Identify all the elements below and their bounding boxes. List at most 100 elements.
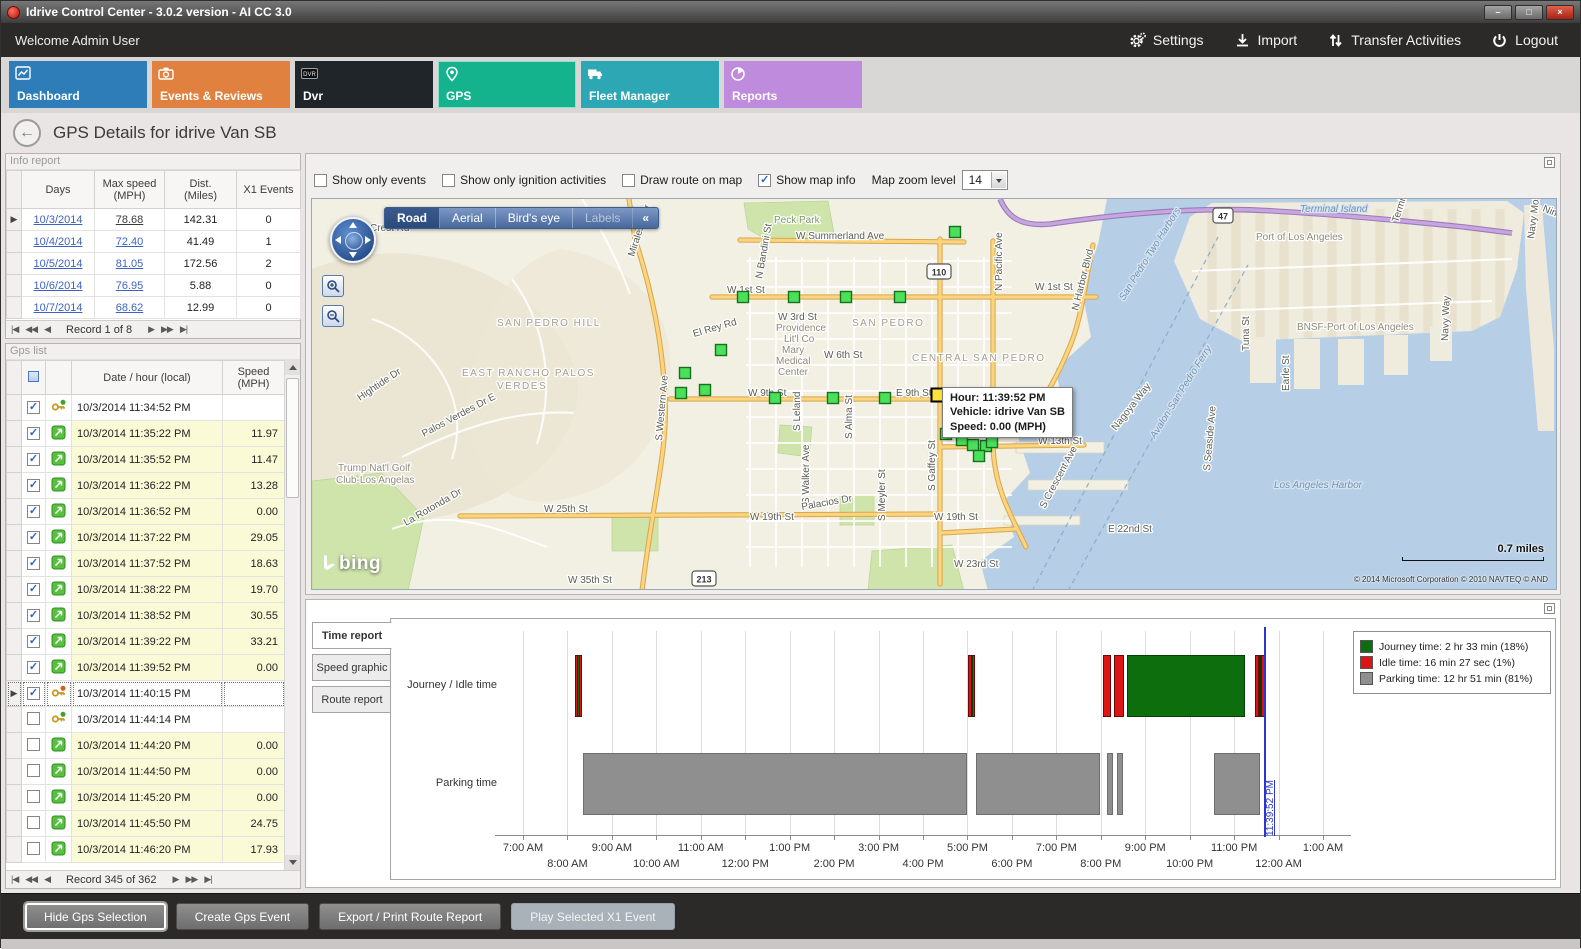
map-mode-road[interactable]: Road bbox=[385, 208, 440, 228]
pager-next-button[interactable]: ▶ bbox=[172, 874, 180, 884]
maximize-map-panel-icon[interactable] bbox=[1544, 157, 1555, 168]
row-checkbox[interactable]: ✓ bbox=[27, 661, 40, 674]
tab-fleet-manager[interactable]: Fleet Manager bbox=[581, 61, 719, 108]
info-report-row[interactable]: 10/7/2014 68.62 12.99 0 bbox=[6, 296, 301, 319]
pager-last-button[interactable]: ▶| bbox=[204, 874, 212, 884]
gps-marker[interactable] bbox=[878, 391, 892, 405]
time-cursor-line[interactable] bbox=[1263, 627, 1266, 837]
maximize-chart-panel-icon[interactable] bbox=[1544, 603, 1555, 614]
back-button[interactable]: ← bbox=[13, 119, 41, 147]
day-link[interactable]: 10/6/2014 bbox=[33, 279, 83, 292]
scroll-up-button[interactable] bbox=[285, 360, 300, 375]
gps-column-header[interactable]: Date / hour (local) bbox=[71, 360, 223, 395]
row-checkbox[interactable]: ✓ bbox=[27, 687, 40, 700]
minimize-button[interactable]: – bbox=[1484, 4, 1512, 20]
menu-item-transfer-activities[interactable]: Transfer Activities bbox=[1327, 32, 1461, 49]
map-compass[interactable] bbox=[330, 217, 376, 263]
info-column-header[interactable]: Max speed (MPH) bbox=[94, 170, 165, 209]
row-checkbox[interactable]: ✓ bbox=[27, 557, 40, 570]
pager-prev-button[interactable]: ◀ bbox=[44, 874, 51, 884]
pager-prev-button[interactable]: ◀ bbox=[44, 324, 51, 334]
gps-list-row[interactable]: 10/3/2014 11:44:20 PM 0.00 bbox=[6, 732, 285, 759]
gps-marker[interactable] bbox=[826, 391, 840, 405]
export-print-route-report-button[interactable]: Export / Print Route Report bbox=[319, 903, 502, 930]
select-all-header[interactable] bbox=[21, 360, 46, 395]
gps-list-row[interactable]: 10/3/2014 11:44:14 PM bbox=[6, 706, 285, 733]
gps-marker[interactable] bbox=[893, 290, 907, 304]
scrollbar-thumb[interactable] bbox=[286, 378, 299, 498]
option-show-only-events[interactable]: Show only events bbox=[314, 173, 426, 187]
max-speed-link[interactable]: 76.95 bbox=[115, 279, 144, 292]
row-checkbox[interactable]: ✓ bbox=[27, 609, 40, 622]
gps-column-header[interactable]: Speed (MPH) bbox=[222, 360, 285, 395]
tab-dashboard[interactable]: Dashboard bbox=[9, 61, 147, 108]
gps-list-row[interactable]: ✓ 10/3/2014 11:35:22 PM 11.97 bbox=[6, 420, 285, 447]
gps-marker[interactable] bbox=[674, 386, 688, 400]
max-speed-link[interactable]: 81.05 bbox=[115, 257, 144, 270]
gps-list-row[interactable]: ✓ 10/3/2014 11:37:52 PM 18.63 bbox=[6, 550, 285, 577]
gps-marker[interactable] bbox=[948, 225, 962, 239]
pager-next-button[interactable]: ▶ bbox=[148, 324, 155, 334]
gps-list-row[interactable]: ✓ 10/3/2014 11:37:22 PM 29.05 bbox=[6, 524, 285, 551]
info-report-row[interactable]: 10/6/2014 76.95 5.88 0 bbox=[6, 274, 301, 297]
day-link[interactable]: 10/5/2014 bbox=[33, 257, 83, 270]
option-draw-route-on-map[interactable]: Draw route on map bbox=[622, 173, 742, 187]
row-checkbox[interactable] bbox=[27, 841, 40, 855]
row-checkbox[interactable]: ✓ bbox=[27, 635, 40, 648]
info-report-row[interactable]: 10/5/2014 81.05 172.56 2 bbox=[6, 252, 301, 275]
menu-item-logout[interactable]: Logout bbox=[1491, 32, 1558, 49]
chart-tab-route-report[interactable]: Route report bbox=[312, 686, 392, 713]
hide-gps-selection-button[interactable]: Hide Gps Selection bbox=[25, 903, 166, 930]
zoom-in-button[interactable] bbox=[322, 275, 344, 297]
chart-tab-speed-graphic[interactable]: Speed graphic bbox=[312, 654, 392, 681]
row-checkbox[interactable] bbox=[27, 789, 40, 803]
tab-reports[interactable]: Reports bbox=[724, 61, 862, 108]
row-checkbox[interactable]: ✓ bbox=[27, 401, 40, 414]
gps-marker[interactable] bbox=[972, 449, 986, 463]
create-gps-event-button[interactable]: Create Gps Event bbox=[175, 903, 310, 930]
gps-list-row[interactable]: ✓ 10/3/2014 11:38:52 PM 30.55 bbox=[6, 602, 285, 629]
row-checkbox[interactable] bbox=[27, 737, 40, 751]
gps-list-row[interactable]: 10/3/2014 11:45:20 PM 0.00 bbox=[6, 784, 285, 811]
option-show-only-ignition-activities[interactable]: Show only ignition activities bbox=[442, 173, 606, 187]
gps-marker[interactable] bbox=[768, 391, 782, 405]
tab-events-reviews[interactable]: Events & Reviews bbox=[152, 61, 290, 108]
row-checkbox[interactable]: ✓ bbox=[27, 531, 40, 544]
collapse-modebar-button[interactable]: « bbox=[642, 211, 650, 225]
gps-marker[interactable] bbox=[787, 290, 801, 304]
menu-item-settings[interactable]: Settings bbox=[1129, 31, 1204, 49]
day-link[interactable]: 10/7/2014 bbox=[33, 301, 83, 314]
gps-list-row[interactable]: ✓ 10/3/2014 11:39:22 PM 33.21 bbox=[6, 628, 285, 655]
tab-dvr[interactable]: DVR Dvr bbox=[295, 61, 433, 108]
gps-list-row[interactable]: 10/3/2014 11:44:50 PM 0.00 bbox=[6, 758, 285, 785]
gps-list-row[interactable]: ✓ 10/3/2014 11:39:52 PM 0.00 bbox=[6, 654, 285, 681]
checkbox-checked-icon[interactable]: ✓ bbox=[758, 173, 772, 187]
map-mode-labels[interactable]: Labels bbox=[573, 208, 634, 228]
gps-list-row[interactable]: 10/3/2014 11:45:50 PM 24.75 bbox=[6, 810, 285, 837]
gps-list-row[interactable]: ✓ 10/3/2014 11:35:52 PM 11.47 bbox=[6, 446, 285, 473]
info-report-row[interactable]: ▶ 10/3/2014 78.68 142.31 0 bbox=[6, 208, 301, 231]
checkbox-icon[interactable] bbox=[314, 173, 327, 187]
gps-marker[interactable] bbox=[678, 366, 692, 380]
pager-first-button[interactable]: |◀ bbox=[11, 874, 19, 884]
checkbox-icon[interactable] bbox=[622, 173, 636, 187]
info-column-header[interactable]: X1 Events bbox=[236, 170, 301, 209]
gps-marker[interactable] bbox=[698, 383, 712, 397]
pager-fast-next-button[interactable]: ▶▶ bbox=[161, 324, 174, 334]
map-mode-aerial[interactable]: Aerial bbox=[440, 208, 496, 228]
gps-list-scrollbar[interactable] bbox=[284, 360, 300, 870]
close-button[interactable]: × bbox=[1546, 4, 1574, 20]
info-report-row[interactable]: 10/4/2014 72.40 41.49 1 bbox=[6, 230, 301, 253]
pager-fast-prev-button[interactable]: ◀◀ bbox=[25, 874, 38, 884]
gps-marker[interactable] bbox=[839, 290, 853, 304]
gps-list-row[interactable]: ✓ 10/3/2014 11:38:22 PM 19.70 bbox=[6, 576, 285, 603]
gps-list-row[interactable]: ✓ 10/3/2014 11:34:52 PM bbox=[6, 394, 285, 421]
map-zoom-select[interactable]: 14 bbox=[961, 170, 1008, 190]
pager-last-button[interactable]: ▶| bbox=[179, 324, 188, 334]
gps-list-row[interactable]: ✓ 10/3/2014 11:36:52 PM 0.00 bbox=[6, 498, 285, 525]
max-speed-link[interactable]: 78.68 bbox=[115, 213, 144, 226]
menu-item-import[interactable]: Import bbox=[1234, 32, 1297, 49]
row-checkbox[interactable]: ✓ bbox=[27, 427, 40, 440]
map-mode-bird-s-eye[interactable]: Bird's eye bbox=[496, 208, 573, 228]
